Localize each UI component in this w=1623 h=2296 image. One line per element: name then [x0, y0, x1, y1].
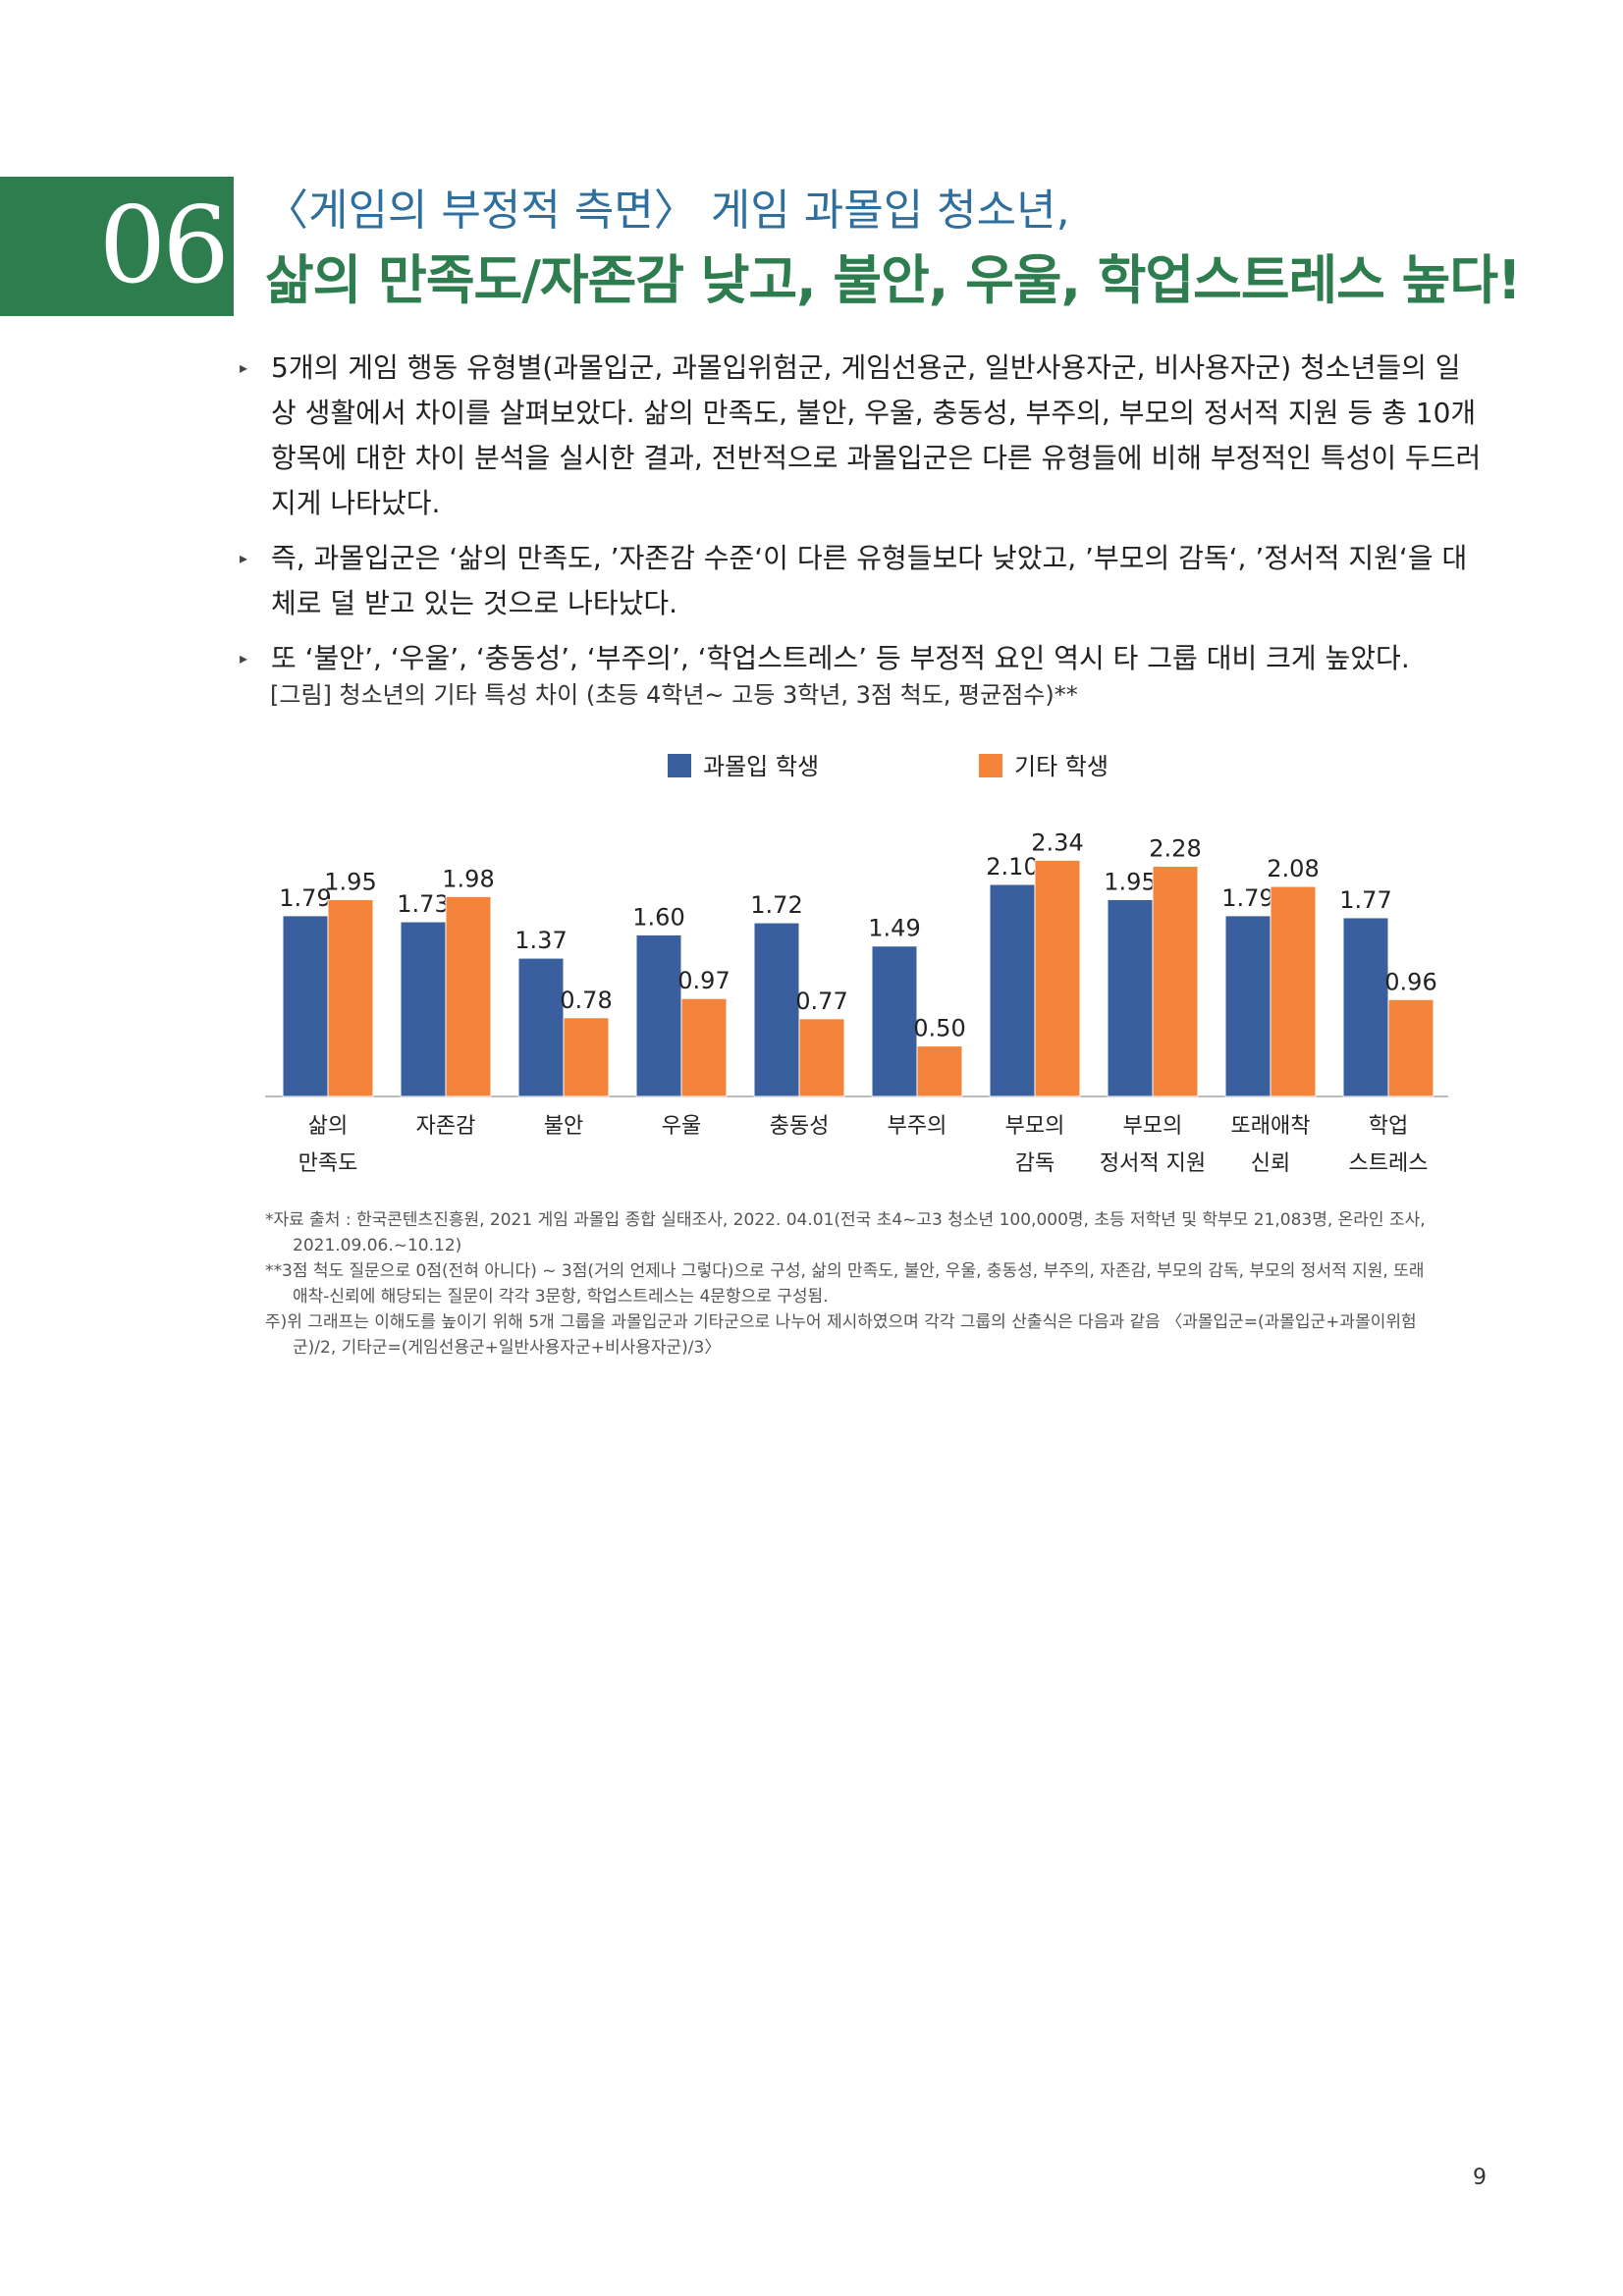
bar	[282, 915, 329, 1097]
bar	[445, 895, 492, 1097]
bar	[400, 921, 447, 1097]
bar	[517, 957, 565, 1097]
section-title-line2: 삶의 만족도/자존감 낮고, 불안, 우울, 학업스트레스 높다!	[265, 249, 1522, 311]
category-label: 감독	[1015, 1151, 1055, 1176]
category-label: 부주의	[888, 1114, 947, 1139]
data-label: 1.95	[1104, 868, 1156, 895]
page-number: 9	[1473, 2165, 1487, 2190]
triangle-bullet-icon: ▸	[240, 549, 248, 567]
triangle-bullet-icon: ▸	[240, 649, 248, 667]
data-label: 0.78	[560, 987, 612, 1014]
data-label: 0.97	[677, 967, 730, 994]
category-label: 스트레스	[1349, 1151, 1429, 1176]
bar	[1270, 885, 1317, 1097]
data-label: 2.10	[986, 853, 1038, 881]
category-label: 학업	[1369, 1114, 1408, 1139]
bullet-item: ▸ 또 ‘불안’, ‘우울’, ‘충동성’, ‘부주의’, ‘학업스트레스’ 등…	[236, 636, 1483, 681]
footnote-line: 2021.09.06.~10.12)	[293, 1236, 462, 1255]
bar	[916, 1045, 963, 1097]
footnote-line: **3점 척도 질문으로 0점(전혀 아니다) ~ 3점(거의 언제나 그렇다)…	[265, 1261, 1425, 1281]
data-label: 1.37	[514, 927, 567, 954]
section-number: 06	[0, 177, 234, 316]
bar	[1034, 859, 1081, 1097]
figure-caption: [그림] 청소년의 기타 특성 차이 (초등 4학년~ 고등 3학년, 3점 척…	[270, 681, 1078, 709]
category-label: 부모의	[1123, 1114, 1183, 1139]
bar	[871, 945, 918, 1097]
data-label: 1.79	[279, 884, 331, 912]
bullet-item: ▸ 5개의 게임 행동 유형별(과몰입군, 과몰입위험군, 게임선용군, 일반사…	[236, 346, 1483, 526]
bar	[1387, 998, 1434, 1097]
data-label: 2.34	[1031, 828, 1083, 856]
category-label: 부모의	[1005, 1114, 1065, 1139]
bar	[1152, 865, 1199, 1097]
legend-swatch	[979, 754, 1002, 777]
bullet-text: 5개의 게임 행동 유형별(과몰입군, 과몰입위험군, 게임선용군, 일반사용자…	[271, 351, 1482, 519]
bullet-text: 또 ‘불안’, ‘우울’, ‘충동성’, ‘부주의’, ‘학업스트레스’ 등 부…	[271, 642, 1410, 674]
category-label: 또래애착	[1231, 1114, 1311, 1139]
data-label: 1.72	[750, 891, 802, 919]
bar-chart: 과몰입 학생 기타 학생1.791.95삶의만족도1.731.98자존감1.370…	[265, 753, 1448, 1176]
bar	[753, 922, 800, 1097]
bullet-item: ▸ 즉, 과몰입군은 ‘삶의 만족도, ’자존감 수준‘이 다른 유형들보다 낮…	[236, 536, 1483, 626]
data-label: 1.98	[442, 865, 494, 892]
legend-swatch	[668, 754, 691, 777]
data-label: 2.28	[1149, 834, 1201, 862]
bar	[1224, 915, 1271, 1097]
footnote-line: 군)/2, 기타군=(게임선용군+일반사용자군+비사용자군)/3〉	[293, 1338, 722, 1358]
data-label: 2.08	[1267, 855, 1319, 882]
footnote-line: 애착-신뢰에 해당되는 질문이 각각 3문항, 학업스트레스는 4문항으로 구성…	[293, 1287, 829, 1307]
footnote-line: 주)위 그래프는 이해도를 높이기 위해 5개 그룹을 과몰입군과 기타군으로 …	[265, 1312, 1417, 1332]
category-label: 만족도	[298, 1151, 358, 1176]
data-label: 1.79	[1221, 884, 1273, 912]
legend-label: 기타 학생	[1014, 753, 1109, 780]
bar	[327, 898, 374, 1097]
bullet-list: ▸ 5개의 게임 행동 유형별(과몰입군, 과몰입위험군, 게임선용군, 일반사…	[236, 346, 1483, 691]
footnotes: *자료 출처 : 한국콘텐츠진흥원, 2021 게임 과몰입 종합 실태조사, …	[265, 1207, 1473, 1361]
category-label: 삶의	[308, 1114, 348, 1139]
data-label: 1.73	[397, 890, 449, 918]
triangle-bullet-icon: ▸	[240, 358, 248, 377]
bar	[798, 1018, 845, 1097]
data-label: 1.49	[868, 915, 920, 942]
section-title-line1: 〈게임의 부정적 측면〉 게임 과몰입 청소년,	[265, 186, 1070, 236]
category-label: 불안	[544, 1114, 583, 1139]
data-label: 0.77	[795, 988, 847, 1015]
footnote-line: *자료 출처 : 한국콘텐츠진흥원, 2021 게임 과몰입 종합 실태조사, …	[265, 1210, 1426, 1230]
data-label: 0.50	[913, 1015, 965, 1042]
category-label: 정서적 지원	[1100, 1151, 1206, 1176]
bar	[563, 1017, 610, 1097]
bar	[680, 997, 728, 1097]
bullet-text: 즉, 과몰입군은 ‘삶의 만족도, ’자존감 수준‘이 다른 유형들보다 낮았고…	[271, 542, 1468, 619]
data-label: 0.96	[1384, 968, 1436, 995]
bar	[1342, 917, 1389, 1097]
bar	[989, 883, 1036, 1097]
legend-label: 과몰입 학생	[703, 753, 819, 780]
bar	[635, 934, 682, 1097]
data-label: 1.77	[1339, 886, 1391, 914]
data-label: 1.95	[324, 868, 376, 895]
data-label: 1.60	[632, 903, 684, 931]
category-label: 충동성	[770, 1114, 830, 1139]
category-label: 신뢰	[1251, 1151, 1290, 1176]
category-label: 자존감	[416, 1114, 476, 1139]
category-label: 우울	[662, 1114, 701, 1139]
bar	[1107, 898, 1154, 1097]
